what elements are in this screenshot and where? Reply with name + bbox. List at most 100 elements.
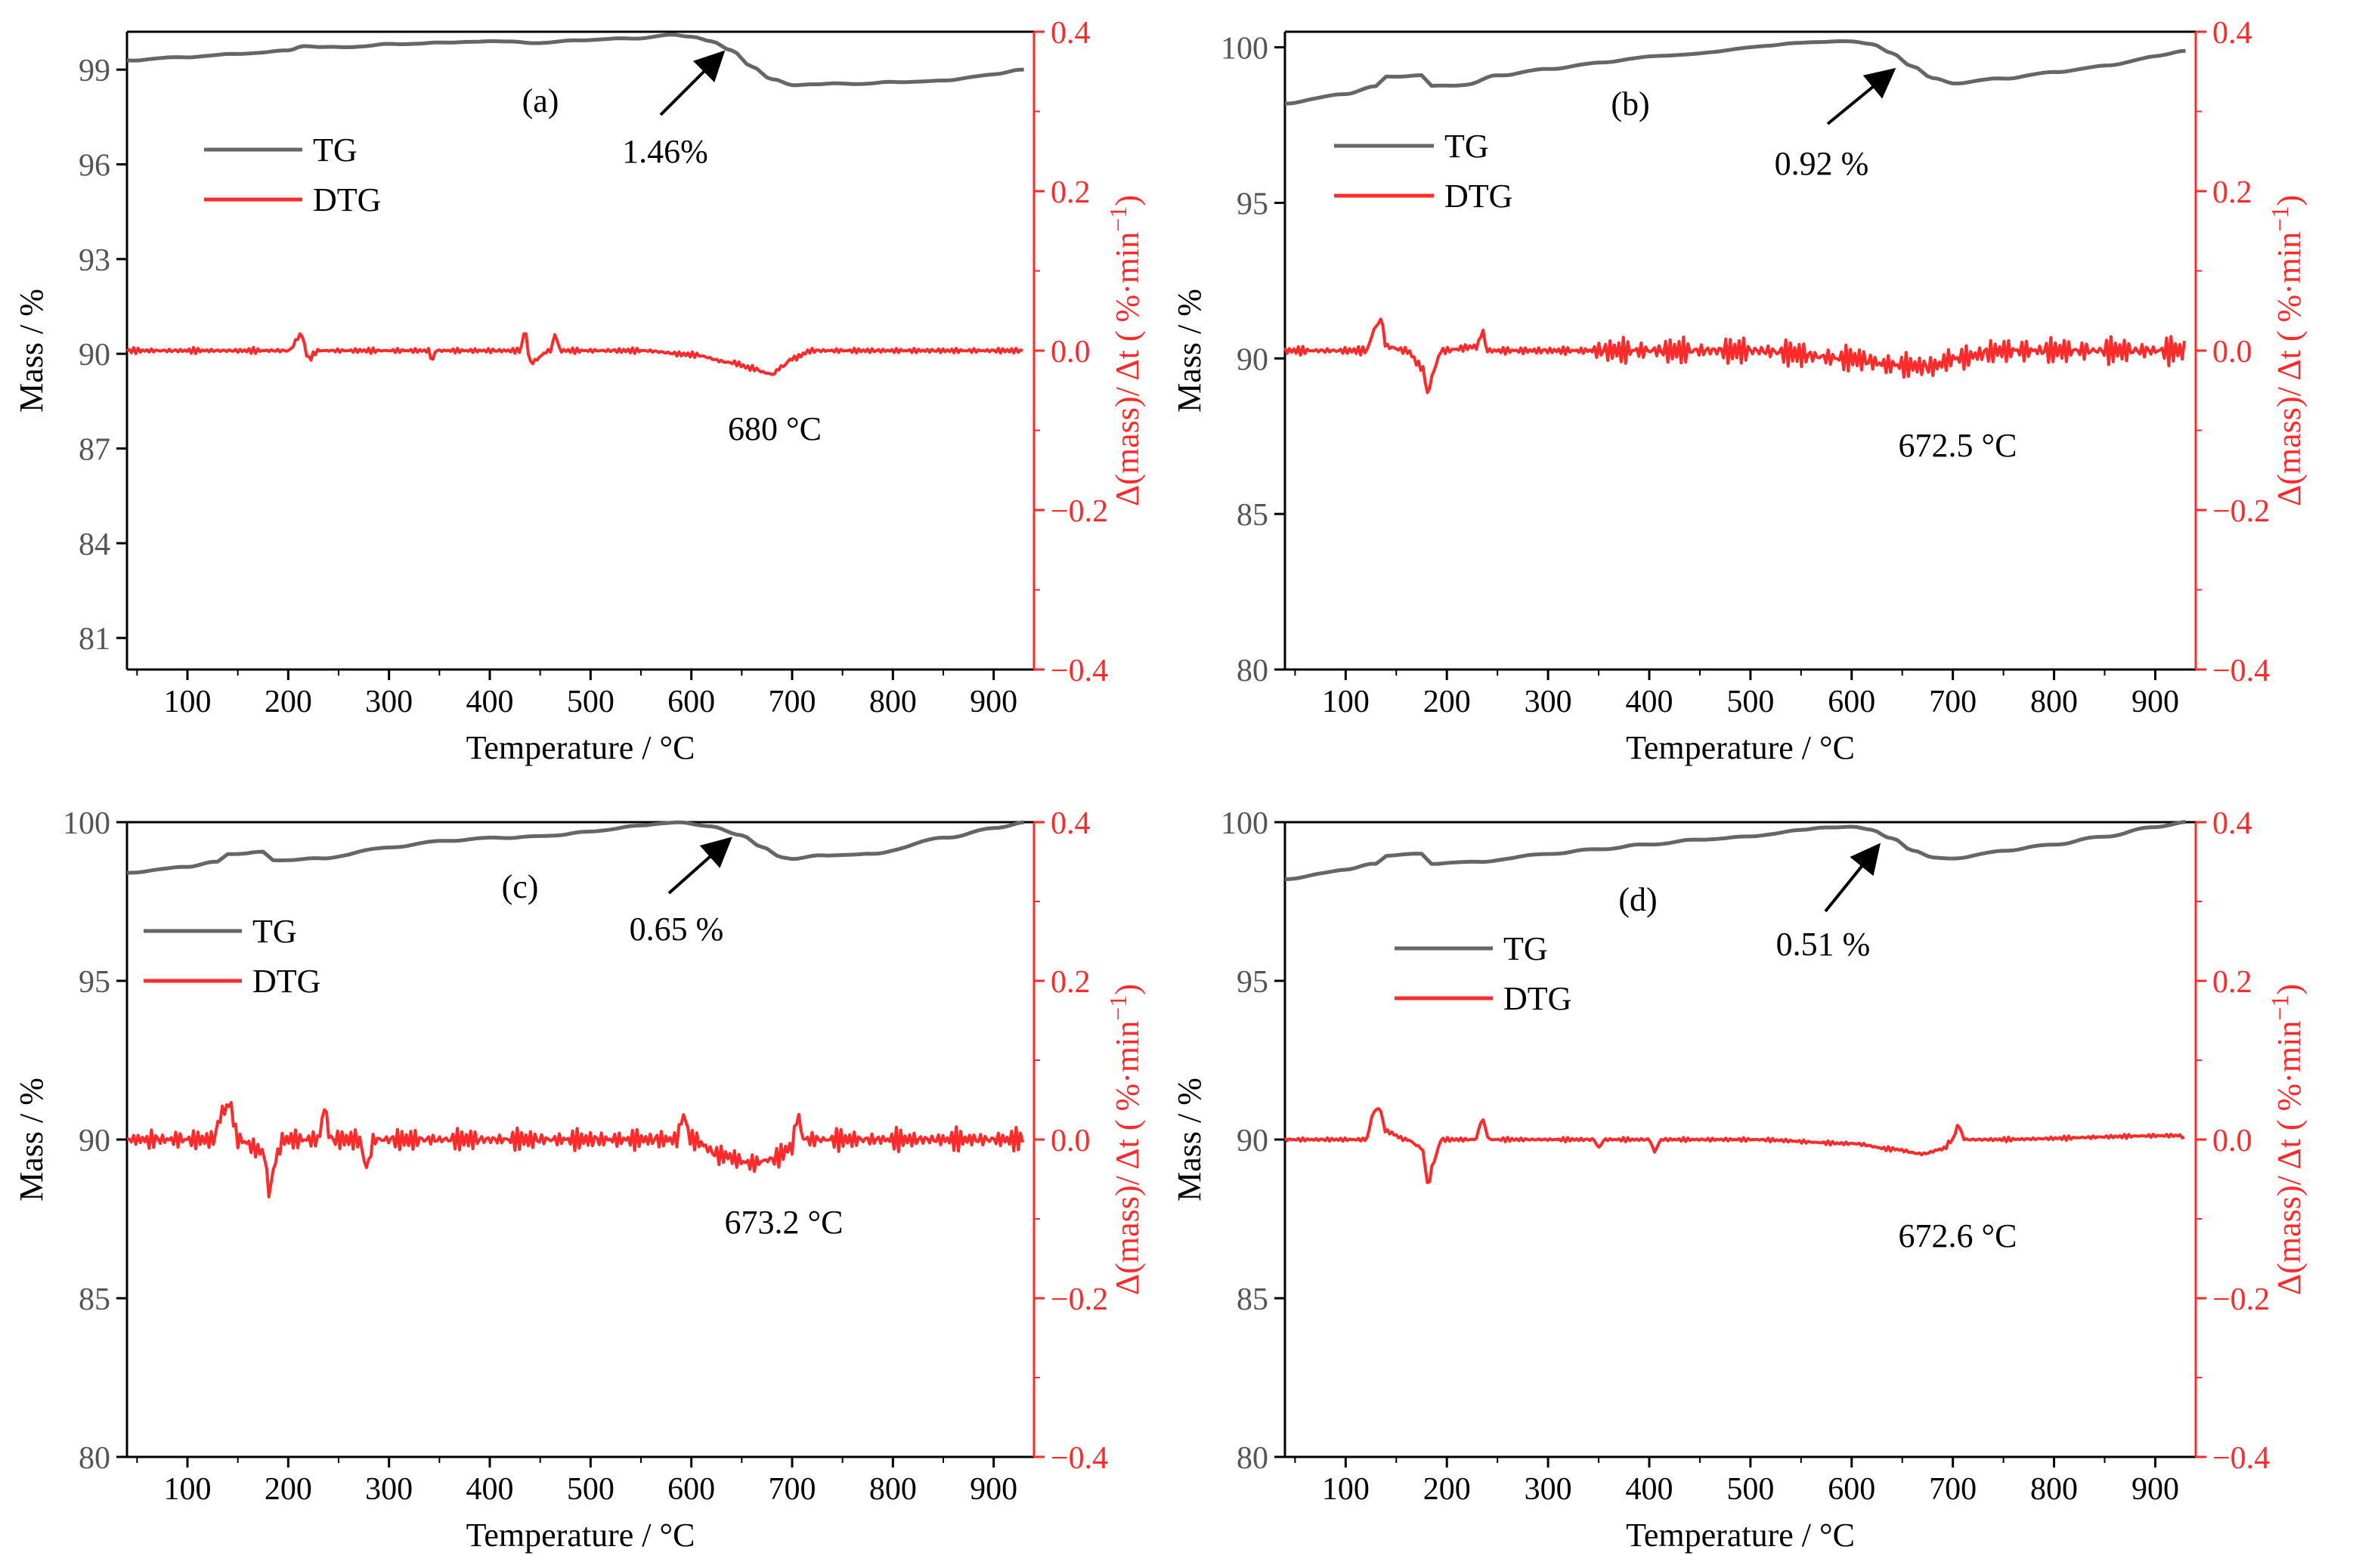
peak-temp-annotation: 672.6 °C — [1899, 1217, 2017, 1254]
mass-loss-arrow — [1826, 67, 1896, 125]
x-tick-label: 300 — [1525, 685, 1572, 719]
y2-tick-label: 0.2 — [2212, 175, 2252, 210]
y-tick-label: 80 — [1237, 654, 1268, 688]
peak-temp-annotation: 672.5 °C — [1899, 427, 2017, 464]
panel-c: 100 200 300 400 500 600 700 800 900 80 85 90 95 100 −0… — [13, 806, 1146, 1554]
tg-series-line — [126, 820, 1025, 875]
y2-axis-title: Δ(mass)/ Δt ( %·min−1) — [2266, 984, 2308, 1295]
y2-tick-label: −0.4 — [1051, 1441, 1108, 1476]
y2-tick-label: 0.2 — [1051, 965, 1091, 1000]
legend-dtg-label: DTG — [1503, 980, 1571, 1017]
panel-label: (c) — [502, 868, 539, 905]
mass-loss-arrow — [1824, 843, 1881, 913]
x-tick-label: 800 — [2030, 1472, 2078, 1507]
y-tick-label: 90 — [1237, 342, 1268, 377]
y2-axis-title-end: ) — [2271, 195, 2308, 206]
y2-tick-label: −0.4 — [1051, 654, 1108, 688]
y-tick-label: 100 — [1221, 806, 1268, 841]
y2-axis-title-main: Δ(mass)/ Δt ( %·min — [2271, 1021, 2308, 1295]
y2-axis-title-sup: −1 — [2266, 995, 2293, 1021]
legend-tg-label: TG — [313, 131, 358, 169]
y-axis-title: Mass / % — [13, 289, 50, 413]
x-tick-label: 400 — [466, 685, 514, 719]
y2-axis-title-end: ) — [1109, 195, 1146, 206]
x-tick-label: 500 — [1726, 1472, 1774, 1507]
x-tick-label: 900 — [2131, 685, 2179, 719]
mass-loss-arrow — [667, 837, 732, 895]
panel-label: (d) — [1618, 881, 1657, 918]
x-tick-label: 700 — [769, 685, 816, 719]
x-tick-label: 400 — [1626, 685, 1673, 719]
dtg-series-line — [125, 332, 1023, 376]
y2-tick-label: 0.0 — [2212, 335, 2252, 370]
x-tick-label: 400 — [466, 1472, 514, 1507]
tg-series-line — [1284, 39, 2186, 106]
x-tick-label: 200 — [265, 685, 312, 719]
y2-tick-label: 0.4 — [2212, 16, 2252, 51]
x-tick-label: 500 — [1726, 685, 1774, 719]
y2-tick-label: −0.4 — [2212, 654, 2270, 688]
y-tick-label: 99 — [79, 54, 110, 88]
panel-label: (b) — [1611, 85, 1649, 122]
legend-tg-label: TG — [252, 913, 297, 950]
y2-tick-label: −0.2 — [2212, 494, 2270, 529]
x-tick-label: 700 — [1929, 685, 1977, 719]
y-axis-title: Mass / % — [1171, 1078, 1208, 1202]
x-axis-title: Temperature / °C — [1626, 729, 1855, 766]
x-tick-label: 200 — [265, 1472, 312, 1507]
x-tick-label: 200 — [1423, 685, 1471, 719]
y2-tick-label: −0.4 — [2212, 1441, 2270, 1476]
y-tick-label: 93 — [79, 243, 110, 278]
y-tick-label: 100 — [63, 806, 110, 841]
dtg-series-line — [126, 1101, 1025, 1198]
y2-axis-title-main: Δ(mass)/ Δt ( %·min — [2271, 232, 2308, 506]
x-axis-title: Temperature / °C — [1626, 1517, 1855, 1554]
y-tick-label: 90 — [79, 1124, 110, 1158]
x-tick-label: 500 — [567, 685, 615, 719]
x-tick-label: 300 — [365, 1472, 413, 1507]
y2-tick-label: 0.0 — [1051, 335, 1091, 370]
x-tick-label: 400 — [1626, 1472, 1673, 1507]
x-tick-label: 600 — [1828, 1472, 1875, 1507]
y-tick-label: 85 — [79, 1282, 110, 1317]
x-tick-label: 600 — [667, 1472, 715, 1507]
mass-loss-annotation: 0.51 % — [1776, 926, 1871, 963]
y2-tick-label: 0.2 — [2212, 965, 2252, 1000]
y-tick-label: 95 — [1237, 187, 1268, 221]
y-tick-label: 95 — [1237, 965, 1268, 1000]
y2-tick-label: 0.2 — [1051, 175, 1091, 210]
peak-temp-annotation: 673.2 °C — [725, 1204, 844, 1241]
x-axis-title: Temperature / °C — [466, 729, 695, 766]
y-tick-label: 95 — [79, 965, 110, 1000]
y2-axis-title: Δ(mass)/ Δt ( %·min−1) — [1104, 984, 1146, 1295]
y2-axis-title-sup: −1 — [1104, 995, 1132, 1021]
y-axis-title: Mass / % — [1171, 289, 1208, 413]
y2-tick-label: 0.0 — [2212, 1124, 2252, 1158]
panel-a: 100 200 300 400 500 600 700 800 900 81 84 87 90 93 96 9… — [13, 16, 1146, 766]
x-tick-label: 100 — [164, 1472, 212, 1507]
dtg-series-line — [1283, 1107, 2185, 1184]
x-tick-label: 600 — [1828, 685, 1875, 719]
y2-tick-label: −0.2 — [1051, 1282, 1108, 1317]
y-tick-label: 100 — [1221, 32, 1268, 66]
legend-dtg-label: DTG — [1444, 178, 1512, 215]
panel-label: (a) — [522, 82, 559, 119]
x-tick-label: 200 — [1423, 1472, 1471, 1507]
mass-loss-annotation: 0.92 % — [1775, 145, 1869, 182]
y-tick-label: 81 — [79, 622, 110, 657]
x-tick-label: 100 — [1322, 685, 1370, 719]
y2-tick-label: 0.4 — [1051, 16, 1091, 51]
tg-series-line — [126, 32, 1024, 88]
x-tick-label: 500 — [567, 1472, 615, 1507]
y-tick-label: 85 — [1237, 1282, 1268, 1317]
x-tick-label: 800 — [869, 1472, 917, 1507]
y2-tick-label: 0.4 — [1051, 806, 1091, 841]
y-tick-label: 87 — [79, 433, 110, 468]
y2-axis-title-main: Δ(mass)/ Δt ( %·min — [1109, 1021, 1146, 1295]
y2-axis-title: Δ(mass)/ Δt ( %·min−1) — [1104, 195, 1146, 506]
tg-series-line — [1284, 820, 2186, 882]
y-tick-label: 90 — [1237, 1124, 1268, 1158]
y2-tick-label: −0.2 — [1051, 494, 1108, 529]
panel-d: 100 200 300 400 500 600 700 800 900 80 85 90 95 100 −0… — [1171, 806, 2308, 1554]
